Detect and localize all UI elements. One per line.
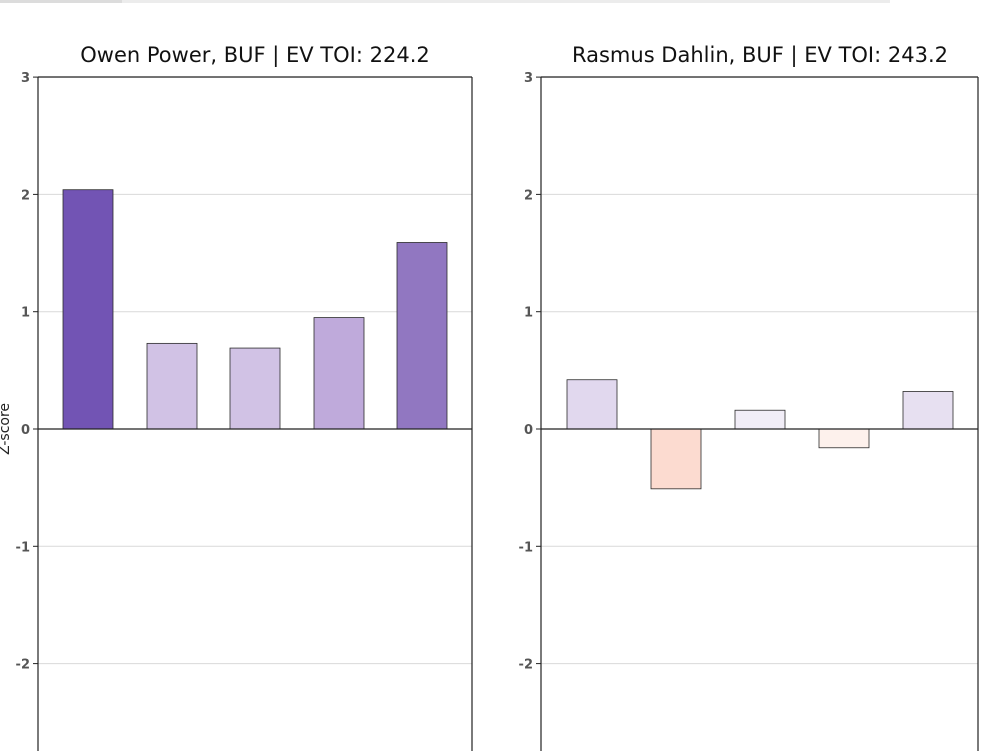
top-strip-tab	[0, 0, 122, 3]
y-tick-label: 0	[524, 423, 533, 438]
bar	[396, 242, 448, 430]
y-tick-label: -2	[16, 658, 30, 673]
bar	[229, 347, 281, 430]
bar	[146, 342, 198, 430]
y-tick-label: 1	[21, 306, 30, 321]
bar	[313, 317, 365, 430]
y-tick-label: 2	[21, 188, 30, 203]
y-tick-label: 2	[524, 188, 533, 203]
y-tick-label: 0	[21, 423, 30, 438]
bar	[818, 428, 870, 449]
top-strip	[0, 0, 890, 3]
y-axis-label: Z-score	[0, 403, 13, 455]
bar	[734, 409, 786, 430]
y-tick-label: 3	[21, 71, 30, 86]
bar	[62, 189, 114, 430]
y-tick-label: 1	[524, 306, 533, 321]
chart-title: Rasmus Dahlin, BUF | EV TOI: 243.2	[572, 43, 948, 68]
bar	[902, 391, 954, 430]
y-tick-label: -1	[16, 540, 30, 555]
bar	[650, 428, 702, 490]
chart-title: Owen Power, BUF | EV TOI: 224.2	[80, 43, 429, 68]
y-tick-label: -1	[519, 540, 533, 555]
y-tick-label: -2	[519, 658, 533, 673]
bar	[566, 379, 618, 430]
y-tick-label: 3	[524, 71, 533, 86]
